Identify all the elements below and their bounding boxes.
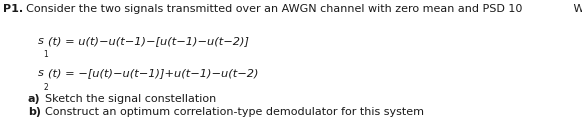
Text: s: s <box>38 68 44 78</box>
Text: b): b) <box>28 107 41 117</box>
Text: -2: -2 <box>559 0 567 1</box>
Text: P1.: P1. <box>3 4 23 14</box>
Text: Construct an optimum correlation-type demodulator for this system: Construct an optimum correlation-type de… <box>45 107 424 117</box>
Text: 2: 2 <box>44 83 48 92</box>
Text: a): a) <box>28 94 41 104</box>
Text: s: s <box>38 36 44 46</box>
Text: (t) = u(t)−u(t−1)−[u(t−1)−u(t−2)]: (t) = u(t)−u(t−1)−[u(t−1)−u(t−2)] <box>48 36 249 46</box>
Text: Sketch the signal constellation: Sketch the signal constellation <box>45 94 217 104</box>
Text: 1: 1 <box>44 50 48 59</box>
Text: (t) = −[u(t)−u(t−1)]+u(t−1)−u(t−2): (t) = −[u(t)−u(t−1)]+u(t−1)−u(t−2) <box>48 68 259 78</box>
Text: . Consider the two signals transmitted over an AWGN channel with zero mean and P: . Consider the two signals transmitted o… <box>19 4 523 14</box>
Text: W/Hz.: W/Hz. <box>570 4 582 14</box>
